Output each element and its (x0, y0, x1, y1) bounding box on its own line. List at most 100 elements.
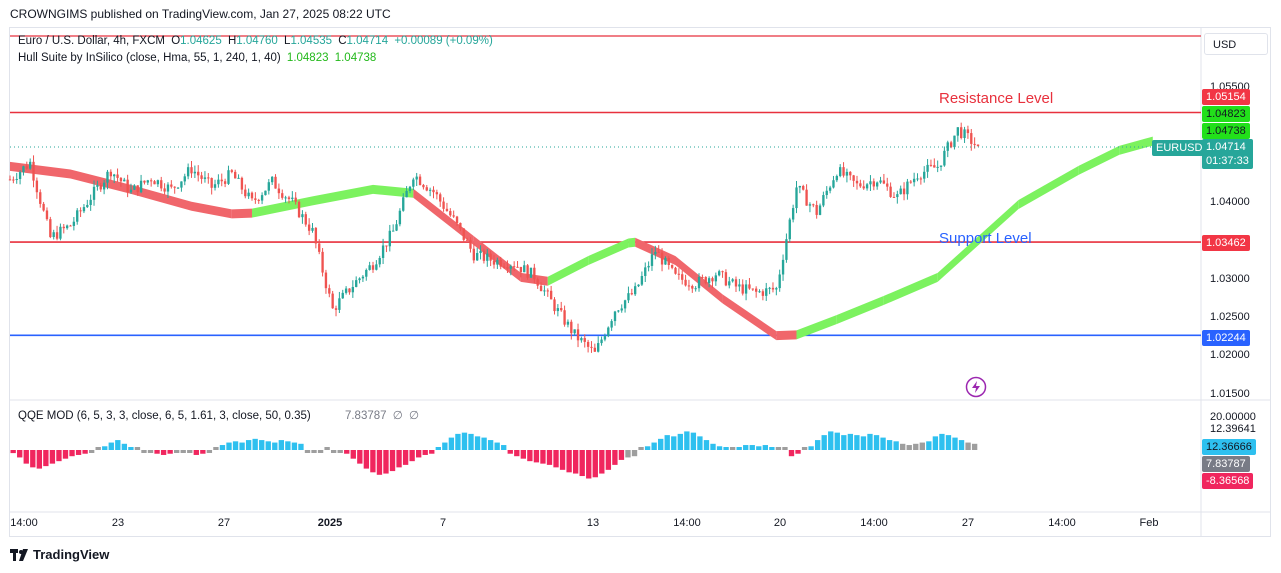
candle-body (839, 167, 842, 177)
hull-band-segment (413, 188, 474, 246)
qqe-y-tick: 20.00000 (1210, 411, 1256, 423)
last-price-label: 1.04714 01:37:33 (1202, 139, 1253, 169)
candle-body (113, 174, 116, 177)
candle-body (748, 284, 751, 289)
candle-body (869, 181, 872, 185)
candle-body (264, 190, 267, 196)
candle-body (795, 187, 798, 209)
candle-body (889, 186, 892, 197)
hull-price-label-2: 1.04738 (1202, 123, 1250, 139)
candle-body (69, 225, 72, 227)
currency-button[interactable]: USD (1204, 33, 1268, 55)
candle-body (697, 276, 701, 289)
qqe-bar (540, 450, 546, 464)
lightning-icon[interactable] (965, 376, 987, 398)
candle-body (435, 192, 439, 195)
candle-body (301, 214, 304, 218)
qqe-red-label: -8.36568 (1202, 473, 1254, 489)
candle-body (610, 321, 613, 328)
hull-band-segment (588, 238, 629, 266)
candle-body (704, 277, 707, 284)
candle-body (852, 175, 855, 181)
open-label: O (171, 35, 181, 47)
qqe-bar (821, 435, 827, 450)
candle-body (176, 187, 180, 189)
qqe-bar (945, 435, 952, 450)
high-label: H (227, 35, 237, 47)
candle-body (428, 189, 432, 191)
symbol-tag: EURUSD (1152, 140, 1207, 156)
resistance-annotation: Resistance Level (939, 90, 1054, 107)
candle-body (516, 266, 519, 268)
tradingview-footer[interactable]: TradingView (10, 547, 109, 562)
qqe-bar (553, 450, 559, 468)
candle-body (771, 287, 775, 290)
publish-header: CROWNGIMS published on TradingView.com, … (10, 7, 391, 21)
hull-band-segment (937, 200, 1019, 282)
candle-body (523, 265, 526, 273)
qqe-bar (664, 435, 670, 450)
candle-body (781, 259, 785, 275)
candle-body (200, 175, 203, 179)
hull-band-segment (312, 184, 373, 206)
candle-body (640, 276, 644, 285)
candle-body (936, 166, 939, 168)
candle-body (808, 204, 812, 206)
candle-body (449, 211, 452, 216)
candle-body (163, 188, 166, 192)
candle-body (314, 227, 318, 244)
candle-body (822, 195, 825, 206)
x-tick: 14:00 (1048, 517, 1076, 529)
candle-body (882, 180, 886, 184)
candle-body (49, 219, 52, 238)
candle-body (82, 207, 86, 212)
candle-body (707, 278, 711, 284)
candle-body (462, 228, 465, 240)
qqe-bar (311, 450, 317, 453)
qqe-bar (971, 443, 978, 450)
candle-body (842, 167, 845, 176)
qqe-bar (95, 447, 101, 450)
candle-body (344, 288, 348, 293)
x-tick: Feb (1139, 517, 1159, 529)
candle-body (146, 180, 149, 183)
candle-body (109, 171, 113, 177)
qqe-bar (618, 450, 625, 460)
candle-body (378, 257, 381, 265)
candle-body (496, 259, 499, 265)
candle-body (287, 197, 291, 200)
candle-body (18, 172, 22, 179)
candle-body (45, 210, 49, 220)
candle-body (207, 177, 210, 179)
candle-body (8, 179, 12, 181)
qqe-bar (690, 432, 697, 450)
low-label: L (284, 35, 291, 47)
qqe-bar (259, 440, 265, 450)
candle-body (778, 274, 781, 289)
candle-body (123, 179, 126, 182)
candle-body (479, 250, 482, 254)
qqe-bar (75, 450, 82, 455)
candle-body (973, 143, 976, 145)
candle-body (929, 164, 933, 166)
candle-body (499, 259, 502, 267)
qqe-bar (376, 450, 383, 475)
low-value: 1.04535 (290, 35, 333, 47)
candle-body (875, 182, 879, 187)
candle-body (916, 178, 919, 180)
qqe-bar (527, 450, 533, 462)
candle-body (65, 225, 69, 229)
qqe-bar (17, 450, 23, 458)
qqe-bar (36, 450, 43, 469)
candle-body (865, 184, 869, 189)
qqe-bar (62, 450, 69, 459)
hull-band-segment (70, 169, 131, 194)
candle-body (230, 170, 234, 172)
change-value: +0.00089 (+0.09%) (394, 35, 493, 47)
candle-body (39, 192, 42, 204)
qqe-bar (814, 440, 821, 450)
qqe-bar (710, 443, 716, 450)
hull-price-label-1: 1.04823 (1202, 106, 1250, 122)
qqe-bar (638, 447, 644, 450)
